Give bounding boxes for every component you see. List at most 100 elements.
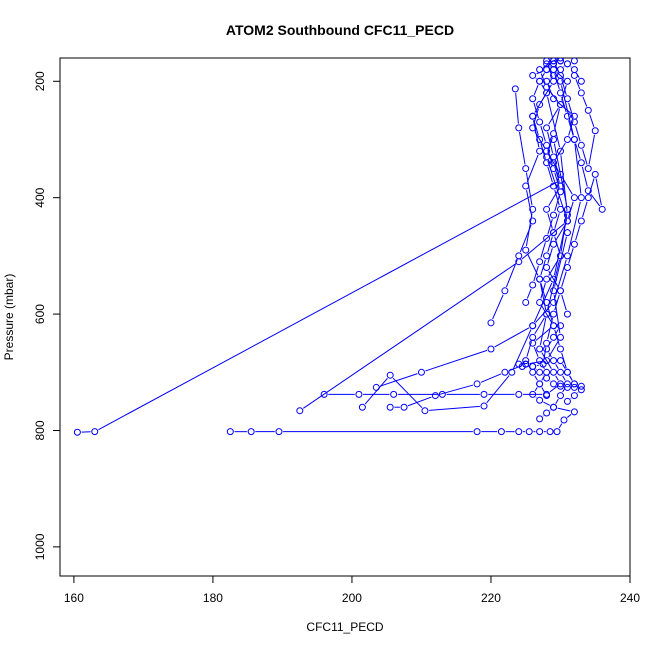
data-point <box>550 60 558 68</box>
data-point <box>536 135 544 143</box>
data-point <box>591 127 599 135</box>
data-point <box>570 118 578 126</box>
data-point <box>536 101 544 109</box>
data-point <box>511 85 519 93</box>
data-point <box>536 275 544 283</box>
series-1 <box>73 58 571 436</box>
series-segment <box>547 149 553 165</box>
data-point <box>563 95 571 103</box>
data-point <box>501 368 509 376</box>
data-point <box>598 205 606 213</box>
series-segment <box>439 384 474 395</box>
data-point <box>515 428 523 436</box>
series-segment <box>568 201 574 218</box>
series-14 <box>550 58 599 173</box>
data-point <box>553 428 561 436</box>
series-segment <box>533 102 539 119</box>
data-point <box>487 319 495 327</box>
series-segment <box>554 108 560 130</box>
data-point <box>480 390 488 398</box>
data-point <box>556 345 564 353</box>
data-point <box>550 229 558 237</box>
series-segment <box>541 72 545 78</box>
data-point <box>584 194 592 202</box>
data-point <box>536 380 544 388</box>
data-point <box>522 165 530 173</box>
series-segment <box>549 386 558 393</box>
data-point <box>556 71 564 79</box>
data-point <box>570 408 578 416</box>
data-point <box>91 428 99 436</box>
series-segment <box>547 306 553 322</box>
data-point <box>529 322 537 330</box>
series-segment <box>543 347 547 361</box>
series-segment <box>429 405 480 411</box>
data-point <box>543 141 551 149</box>
data-point <box>539 360 547 368</box>
series-segment <box>575 224 581 241</box>
series-segment <box>568 248 574 264</box>
series-segment <box>541 305 552 323</box>
series-segment <box>541 352 552 369</box>
series-segment <box>525 213 533 247</box>
data-point <box>536 118 544 126</box>
data-point <box>570 383 578 391</box>
data-point <box>577 77 585 85</box>
data-point <box>550 182 558 190</box>
series-segment <box>562 364 566 369</box>
data-point <box>563 310 571 318</box>
series-segment <box>595 178 602 206</box>
x-axis-label: CFC11_PECD <box>306 620 383 634</box>
data-point <box>358 403 366 411</box>
data-point <box>529 368 537 376</box>
data-point <box>386 371 394 379</box>
data-point <box>320 390 328 398</box>
series-segment <box>548 340 552 346</box>
series-segment <box>589 114 595 127</box>
data-point <box>536 77 544 85</box>
series-segment <box>566 414 572 418</box>
data-point <box>529 333 537 341</box>
data-point <box>563 217 571 225</box>
series-segment <box>555 224 566 241</box>
x-tick-label: 180 <box>203 591 223 605</box>
data-point <box>522 298 530 306</box>
data-point <box>550 240 558 248</box>
data-point <box>536 428 544 436</box>
data-point <box>556 205 564 213</box>
series-segment <box>562 177 573 195</box>
series-segment <box>553 143 568 206</box>
data-point <box>275 428 283 436</box>
data-point <box>550 77 558 85</box>
data-point <box>556 89 564 97</box>
data-point <box>543 275 551 283</box>
series-segment <box>557 407 571 412</box>
series-segment <box>560 155 568 212</box>
series-segment <box>541 84 552 102</box>
data-point <box>570 135 578 143</box>
y-tick-label: 1000 <box>33 533 47 560</box>
data-point <box>515 252 523 260</box>
series-segment <box>494 327 530 348</box>
series-segment <box>541 364 545 369</box>
data-point <box>556 170 564 178</box>
series-segment <box>548 90 559 102</box>
data-point <box>570 240 578 248</box>
series-segment <box>526 154 539 183</box>
series-segment <box>534 317 545 335</box>
data-point <box>577 141 585 149</box>
series-segment <box>539 318 547 345</box>
data-point <box>515 124 523 132</box>
data-point <box>529 71 537 79</box>
chart-title: ATOM2 Southbound CFC11_PECD <box>226 22 454 38</box>
series-segment <box>98 181 558 431</box>
data-point <box>390 390 398 398</box>
data-point <box>543 298 551 306</box>
series-7 <box>386 229 571 411</box>
series-segment <box>526 288 532 299</box>
series-segment <box>590 193 601 207</box>
data-point <box>563 77 571 85</box>
data-point <box>556 382 564 390</box>
data-point <box>543 58 551 65</box>
